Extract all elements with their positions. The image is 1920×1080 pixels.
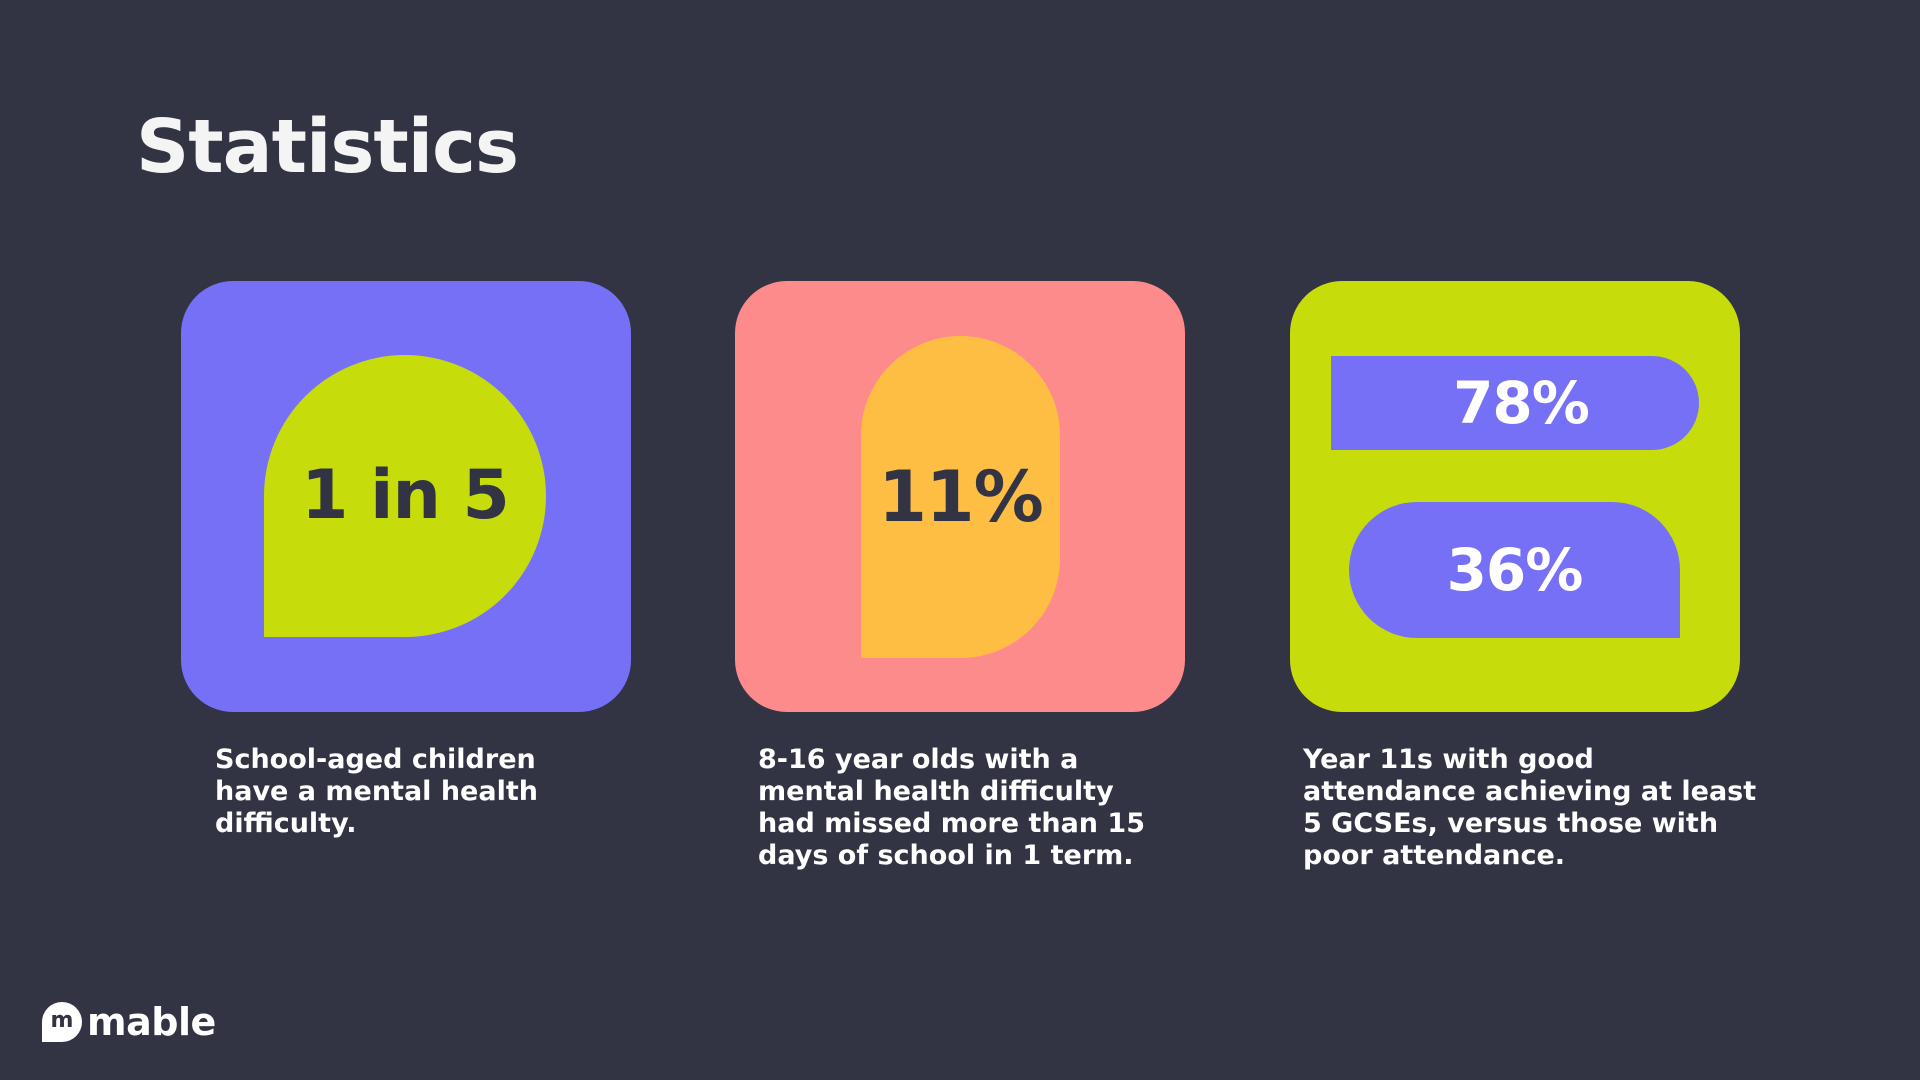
stat-value: 36%: [1446, 536, 1584, 604]
brand-logo: m mable: [42, 1002, 216, 1042]
mable-logo-icon: m: [42, 1002, 82, 1042]
stat-value: 78%: [1453, 369, 1590, 437]
stat-bubble-shape: 1 in 5: [264, 355, 546, 637]
stat-arch-shape: 11%: [861, 336, 1060, 658]
stat-card-mental-health: 1 in 5: [181, 281, 631, 712]
stat-value: 11%: [878, 456, 1044, 538]
stat-description: Year 11s with good attendance achieving …: [1303, 744, 1757, 871]
brand-name: mable: [87, 1000, 216, 1044]
stat-card-missed-school: 11%: [735, 281, 1185, 712]
stat-value: 1 in 5: [301, 456, 510, 535]
stat-description: School-aged children have a mental healt…: [215, 744, 538, 839]
stat-card-gcse-attendance: 78% 36%: [1290, 281, 1740, 712]
stat-pill-poor-attendance: 36%: [1349, 502, 1680, 638]
stat-description: 8-16 year olds with a mental health diff…: [758, 744, 1145, 871]
stat-pill-good-attendance: 78%: [1331, 356, 1699, 450]
page-title: Statistics: [136, 104, 519, 190]
